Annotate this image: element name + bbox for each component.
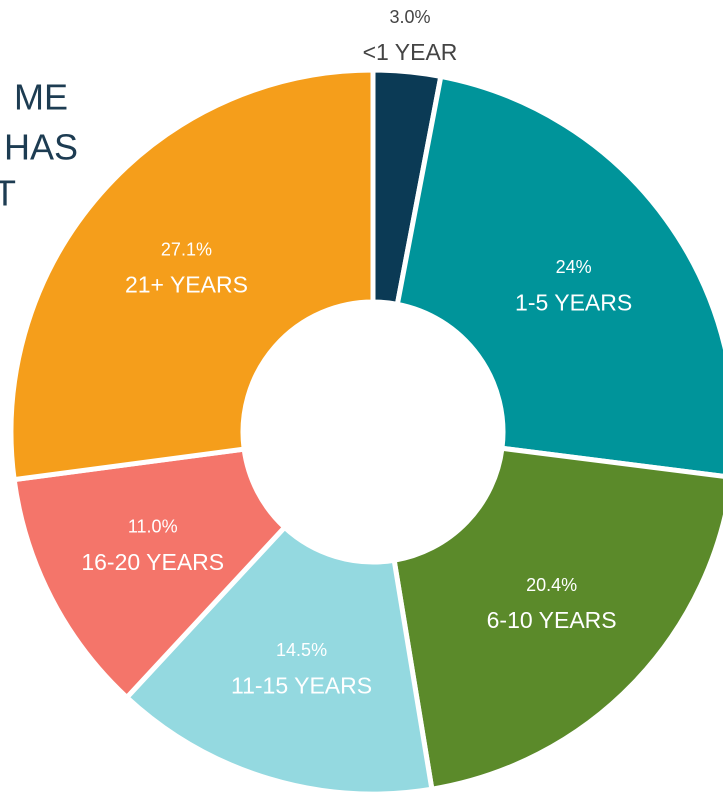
value-label: 27.1% [161,239,212,259]
category-label: <1 YEAR [363,39,458,65]
title-line: T [0,173,16,214]
donut-slice [391,445,723,793]
title-line: HAS [4,127,78,168]
value-label: 11.0% [128,517,178,537]
category-label: 6-10 YEARS [487,607,617,633]
value-label: 20.4% [526,575,577,595]
category-label: 16-20 YEARS [81,549,224,575]
category-label: 21+ YEARS [125,272,248,298]
value-label: 24% [556,257,592,277]
value-label: 14.5% [276,640,327,660]
donut-slice [11,446,289,701]
category-label: 11-15 YEARS [231,673,372,699]
value-label: 3.0% [389,7,430,27]
donut-slice [8,67,376,483]
category-label: 1-5 YEARS [515,289,632,315]
donut-slice [123,523,435,796]
title-line: ME [14,77,68,118]
donut-slice [394,73,723,479]
